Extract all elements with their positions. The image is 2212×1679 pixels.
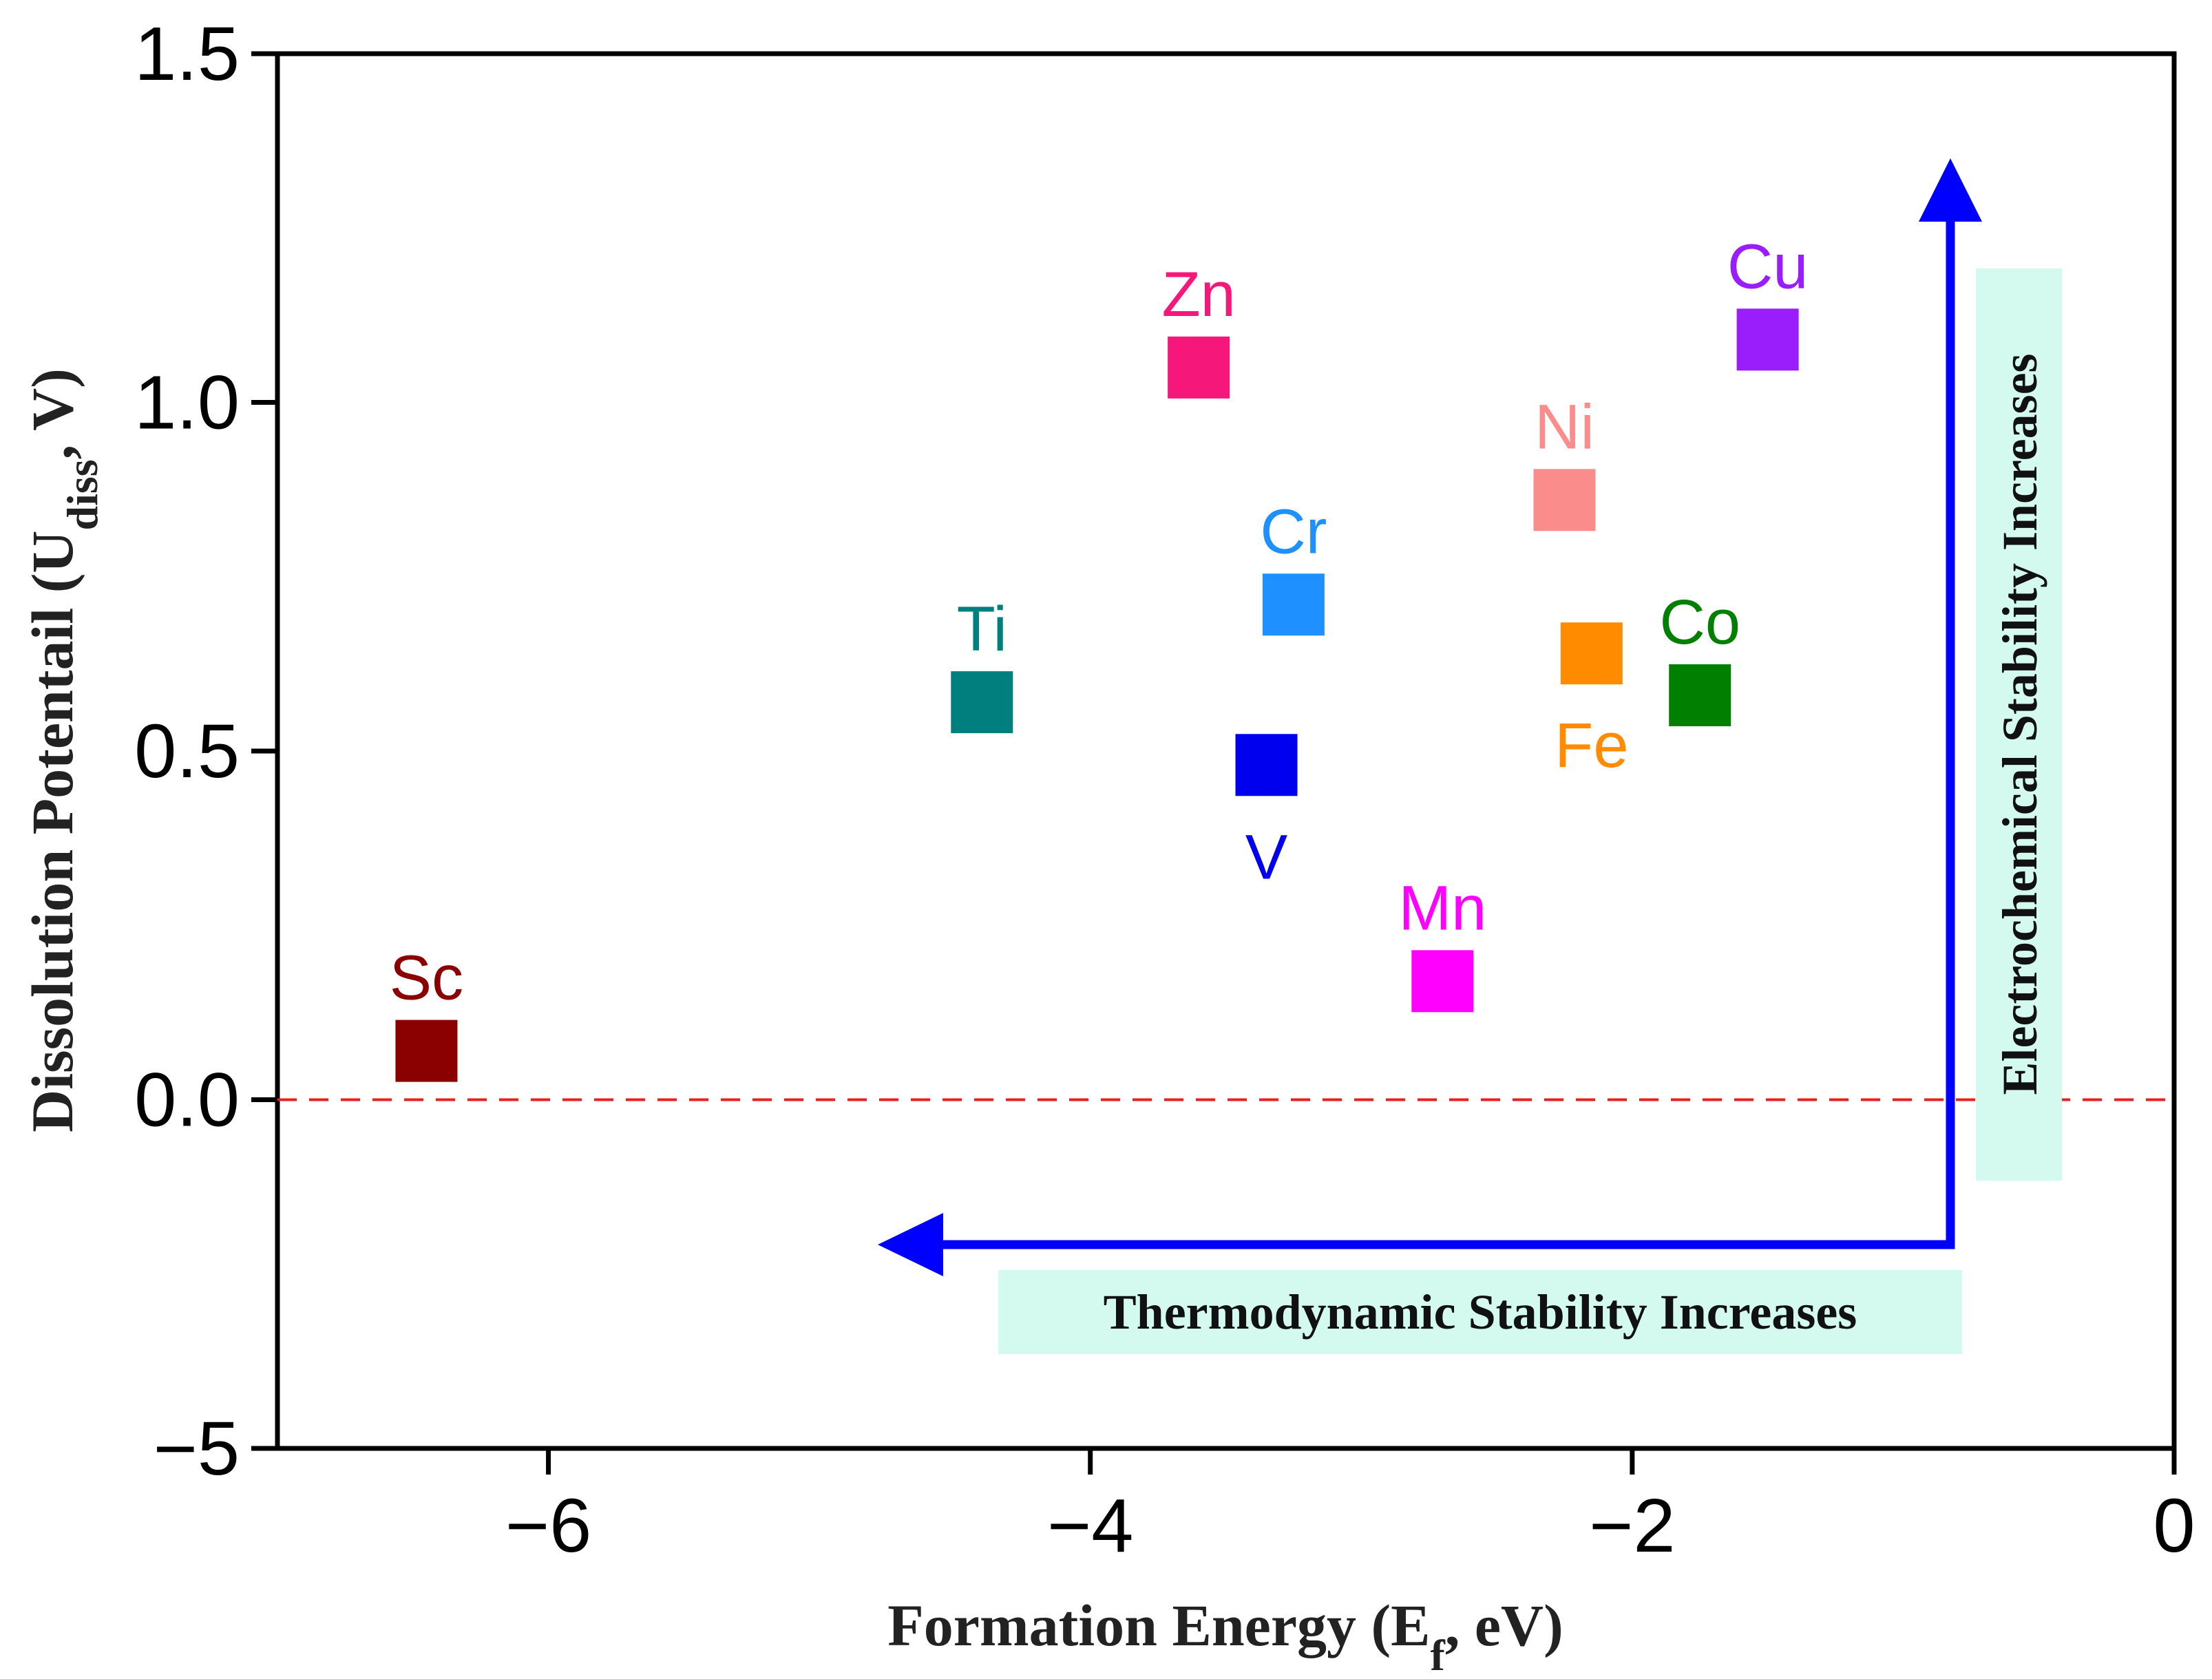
- point-label-zn: Zn: [1161, 260, 1235, 330]
- x-tick-label: 0: [2153, 1483, 2195, 1568]
- data-point-ti: [951, 671, 1013, 734]
- data-point-cr: [1262, 573, 1325, 636]
- x-tick-label: −2: [1589, 1483, 1675, 1568]
- horizontal-annotation-box: [998, 1270, 1962, 1354]
- vertical-annotation-box: [1976, 268, 2062, 1181]
- point-label-ni: Ni: [1535, 392, 1594, 462]
- point-label-co: Co: [1659, 587, 1740, 657]
- data-point-zn: [1168, 336, 1230, 399]
- y-tick-label: 0.5: [134, 709, 240, 794]
- y-axis-title: Dissolution Potentail (Udiss, V): [19, 368, 107, 1132]
- data-point-mn: [1411, 950, 1474, 1013]
- horizontal-annotation-text: Thermodynamic Stability Increases: [1104, 1285, 1857, 1340]
- x-axis-title: Formation Energy (Ef, eV): [887, 1592, 1563, 1679]
- data-points: Sc Ti V Cr Mn Fe Co Ni Cu Zn: [390, 231, 1809, 1082]
- vertical-annotation-text: Electrochemical Stability Increases: [1992, 353, 2047, 1095]
- arrow-head-up-icon: [1919, 158, 1982, 222]
- stability-arrow-line: [943, 213, 1955, 1249]
- y-tick-label: 0.0: [134, 1058, 240, 1143]
- x-tick-label: −6: [505, 1483, 591, 1568]
- data-point-fe: [1560, 622, 1623, 685]
- y-axis-ticks: −5 0.0 0.5 1.0 1.5: [134, 12, 277, 1491]
- data-point-ni: [1533, 469, 1596, 531]
- point-label-mn: Mn: [1398, 873, 1486, 943]
- data-point-v: [1235, 734, 1298, 796]
- y-tick-label: 1.5: [134, 12, 240, 96]
- point-label-v: V: [1245, 822, 1287, 892]
- point-label-ti: Ti: [957, 594, 1007, 664]
- point-label-sc: Sc: [390, 943, 463, 1013]
- point-label-cr: Cr: [1260, 496, 1327, 567]
- data-point-cu: [1736, 308, 1799, 371]
- data-point-sc: [395, 1020, 458, 1082]
- x-axis-ticks: −6 −4 −2 0: [505, 1448, 2195, 1568]
- y-tick-label: 1.0: [134, 361, 240, 445]
- data-point-co: [1669, 664, 1731, 726]
- y-tick-label: −5: [154, 1406, 240, 1491]
- point-label-fe: Fe: [1555, 710, 1628, 781]
- point-label-cu: Cu: [1727, 231, 1809, 302]
- x-tick-label: −4: [1047, 1483, 1133, 1568]
- arrow-head-left-icon: [878, 1213, 943, 1276]
